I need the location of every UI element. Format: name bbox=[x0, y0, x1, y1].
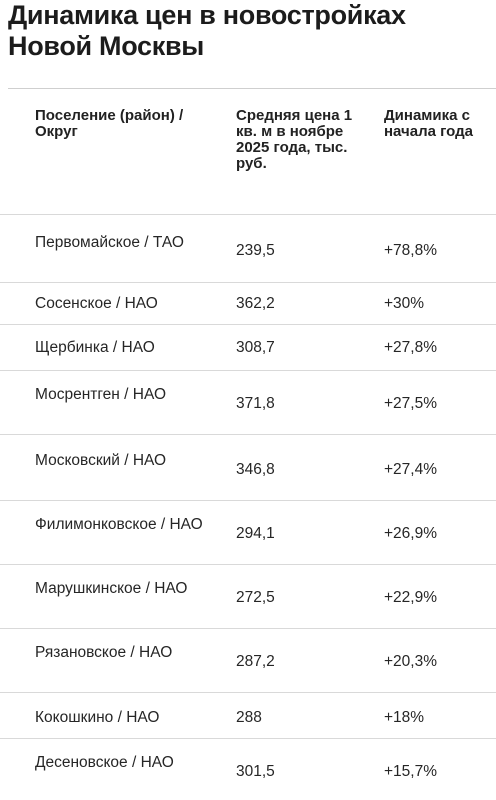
dynamics-cell: +26,9% bbox=[384, 525, 438, 542]
dynamics-cell: +20,3% bbox=[384, 653, 438, 670]
settlement-cell: Первомайское / ТАО bbox=[35, 234, 184, 251]
table-row: Кокошкино / НАО 288 +18% bbox=[0, 692, 496, 738]
settlement-cell: Рязановское / НАО bbox=[35, 644, 173, 661]
price-cell: 362,2 bbox=[236, 295, 275, 312]
dynamics-cell: +15,7% bbox=[384, 763, 438, 780]
dynamics-cell: +27,4% bbox=[384, 461, 438, 478]
dynamics-cell: +18% bbox=[384, 709, 425, 726]
table-row: Десеновское / НАО 301,5 +15,7% bbox=[0, 738, 496, 800]
table-row: Рязановское / НАО 287,2 +20,3% bbox=[0, 628, 496, 692]
table-row: Марушкинское / НАО 272,5 +22,9% bbox=[0, 564, 496, 628]
settlement-cell: Марушкинское / НАО bbox=[35, 580, 188, 597]
settlement-cell: Кокошкино / НАО bbox=[35, 709, 160, 726]
price-cell: 294,1 bbox=[236, 525, 275, 542]
table-row: Мосрентген / НАО 371,8 +27,5% bbox=[0, 370, 496, 434]
dynamics-cell: +78,8% bbox=[384, 242, 438, 259]
table-row: Филимонковское / НАО 294,1 +26,9% bbox=[0, 500, 496, 564]
column-header-price: Средняя цена 1 кв. м в ноябре 2025 года,… bbox=[236, 107, 353, 172]
column-header-dynamics: Динамика с начала года bbox=[384, 107, 473, 140]
page-title: Динамика цен в новостройках Новой Москвы bbox=[8, 0, 406, 61]
table-row: Сосенское / НАО 362,2 +30% bbox=[0, 282, 496, 324]
table-row: Первомайское / ТАО 239,5 +78,8% bbox=[0, 214, 496, 282]
column-header-settlement: Поселение (район) / Округ bbox=[35, 107, 184, 140]
price-cell: 308,7 bbox=[236, 339, 275, 356]
settlement-cell: Филимонковское / НАО bbox=[35, 516, 203, 533]
price-cell: 287,2 bbox=[236, 653, 275, 670]
price-cell: 272,5 bbox=[236, 589, 275, 606]
dynamics-cell: +27,8% bbox=[384, 339, 438, 356]
table-row: Московский / НАО 346,8 +27,4% bbox=[0, 434, 496, 500]
price-cell: 239,5 bbox=[236, 242, 275, 259]
settlement-cell: Десеновское / НАО bbox=[35, 754, 174, 771]
table-row: Щербинка / НАО 308,7 +27,8% bbox=[0, 324, 496, 370]
settlement-cell: Мосрентген / НАО bbox=[35, 386, 167, 403]
price-cell: 288 bbox=[236, 709, 262, 726]
header-divider bbox=[8, 88, 496, 89]
settlement-cell: Московский / НАО bbox=[35, 452, 167, 469]
price-cell: 346,8 bbox=[236, 461, 275, 478]
price-cell: 301,5 bbox=[236, 763, 275, 780]
settlement-cell: Щербинка / НАО bbox=[35, 339, 155, 356]
dynamics-cell: +22,9% bbox=[384, 589, 438, 606]
settlement-cell: Сосенское / НАО bbox=[35, 295, 158, 312]
price-cell: 371,8 bbox=[236, 395, 275, 412]
dynamics-cell: +27,5% bbox=[384, 395, 438, 412]
dynamics-cell: +30% bbox=[384, 295, 425, 312]
